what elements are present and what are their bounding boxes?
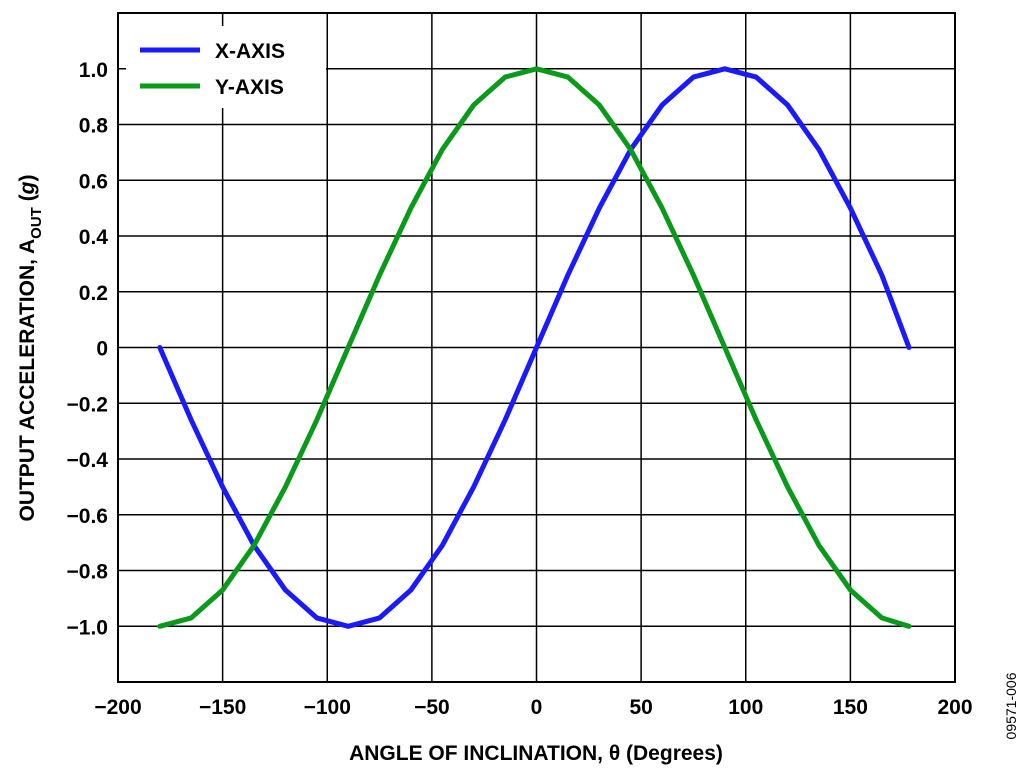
y-axis-title-main: OUTPUT ACCELERATION, A [16,239,39,522]
y-tick-label: 1.0 [79,59,108,82]
series-line-y-axis [157,66,912,629]
grid [117,13,956,682]
x-axis-title: ANGLE OF INCLINATION, θ (Degrees) [349,742,723,765]
x-tick-label: 50 [629,696,652,719]
x-tick-label: 150 [833,696,868,719]
y-tick-label: −1.0 [67,616,108,639]
x-tick-labels: −200 −150 −100 −50 0 50 100 150 200 [94,696,972,719]
y-tick-label: 0.4 [79,226,109,249]
y-axis-title-unit-open: ( [16,194,39,207]
y-tick-labels: 1.0 0.8 0.6 0.4 0.2 0 −0.2 −0.4 −0.6 −0.8 −1.0 [67,59,109,640]
y-axis-title-unit-close: ) [16,174,39,181]
y-axis-title-unit: g [16,181,39,195]
x-tick-label: 0 [531,696,543,719]
series-layer [157,66,912,629]
y-tick-label: −0.6 [67,505,108,528]
y-axis-title-subscript: OUT [28,207,45,239]
y-tick-label: −0.4 [67,449,109,472]
y-tick-label: 0.6 [79,170,108,193]
y-tick-label: −0.8 [67,561,109,584]
legend-label-y-axis: Y-AXIS [215,76,284,99]
series-line-x-axis [157,66,912,629]
x-tick-label: 100 [728,696,763,719]
x-tick-label: 200 [937,696,972,719]
legend: X-AXIS Y-AXIS [126,26,326,108]
x-tick-label: −200 [94,696,141,719]
y-tick-label: 0.2 [79,282,108,305]
x-tick-label: −50 [414,696,450,719]
x-tick-label: −150 [199,696,246,719]
y-tick-label: 0.8 [79,115,109,138]
y-axis-title: OUTPUT ACCELERATION, AOUT (g) [16,174,45,521]
y-tick-label: 0 [96,338,108,361]
y-tick-label: −0.2 [67,393,108,416]
legend-background [126,26,326,108]
plot-frame [117,12,956,683]
figure-id: 09571-006 [1003,672,1019,739]
x-tick-label: −100 [304,696,351,719]
legend-label-x-axis: X-AXIS [215,40,285,63]
